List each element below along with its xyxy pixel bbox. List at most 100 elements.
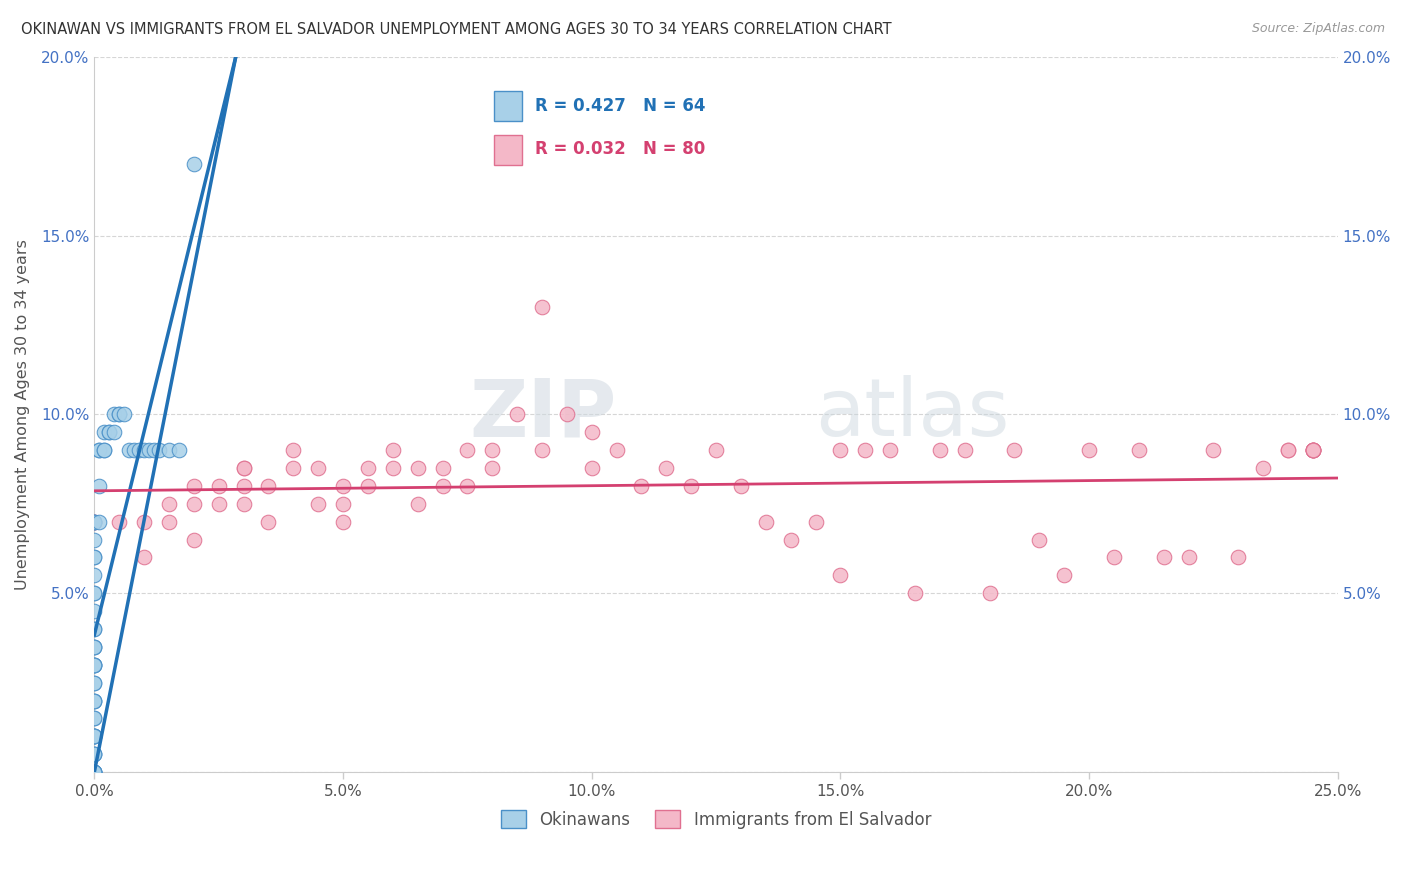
Point: [581, 461, 603, 475]
Text: Source: ZipAtlas.com: Source: ZipAtlas.com: [1251, 22, 1385, 36]
Point: [1251, 461, 1274, 475]
Point: [704, 443, 727, 458]
Point: [804, 515, 827, 529]
Point: [108, 408, 131, 422]
Point: [157, 443, 180, 458]
Point: [118, 443, 141, 458]
Point: [83, 515, 105, 529]
Point: [681, 479, 703, 493]
Point: [953, 443, 976, 458]
Point: [83, 550, 105, 565]
Point: [581, 425, 603, 440]
Point: [83, 550, 105, 565]
Point: [83, 622, 105, 636]
Y-axis label: Unemployment Among Ages 30 to 34 years: Unemployment Among Ages 30 to 34 years: [15, 239, 30, 590]
Point: [83, 515, 105, 529]
Point: [83, 640, 105, 654]
Point: [83, 711, 105, 725]
Point: [83, 729, 105, 743]
Point: [83, 622, 105, 636]
Point: [128, 443, 150, 458]
Point: [93, 443, 115, 458]
Point: [83, 729, 105, 743]
Point: [83, 657, 105, 672]
Point: [1227, 550, 1250, 565]
Point: [83, 729, 105, 743]
Point: [555, 408, 578, 422]
Point: [83, 693, 105, 707]
Point: [83, 657, 105, 672]
Point: [283, 461, 305, 475]
Point: [112, 408, 135, 422]
Text: OKINAWAN VS IMMIGRANTS FROM EL SALVADOR UNEMPLOYMENT AMONG AGES 30 TO 34 YEARS C: OKINAWAN VS IMMIGRANTS FROM EL SALVADOR …: [21, 22, 891, 37]
Point: [183, 497, 205, 511]
Point: [406, 497, 429, 511]
Point: [89, 479, 111, 493]
Point: [83, 515, 105, 529]
Point: [606, 443, 628, 458]
Point: [755, 515, 778, 529]
Point: [530, 443, 553, 458]
Point: [1053, 568, 1076, 582]
Point: [183, 157, 205, 171]
Point: [1302, 443, 1324, 458]
Point: [830, 443, 852, 458]
Point: [381, 461, 404, 475]
Point: [432, 461, 454, 475]
Point: [83, 747, 105, 761]
Point: [83, 747, 105, 761]
Point: [257, 515, 280, 529]
Point: [83, 765, 105, 780]
Point: [83, 729, 105, 743]
Point: [332, 497, 354, 511]
Point: [1202, 443, 1225, 458]
Point: [108, 515, 131, 529]
Point: [83, 568, 105, 582]
Point: [132, 550, 155, 565]
Point: [307, 461, 329, 475]
Point: [98, 425, 121, 440]
Point: [83, 675, 105, 690]
Point: [655, 461, 678, 475]
Point: [83, 533, 105, 547]
Point: [1277, 443, 1299, 458]
Point: [132, 515, 155, 529]
Point: [456, 443, 478, 458]
Point: [167, 443, 190, 458]
Point: [481, 443, 503, 458]
Point: [357, 479, 380, 493]
Point: [1302, 443, 1324, 458]
Point: [208, 497, 231, 511]
Point: [830, 568, 852, 582]
Point: [132, 443, 155, 458]
Point: [232, 497, 254, 511]
Point: [143, 443, 166, 458]
Point: [1004, 443, 1026, 458]
Point: [1277, 443, 1299, 458]
Point: [332, 515, 354, 529]
Point: [138, 443, 160, 458]
Point: [122, 443, 145, 458]
Point: [83, 586, 105, 600]
Point: [103, 425, 125, 440]
Point: [1028, 533, 1050, 547]
Point: [83, 765, 105, 780]
Point: [93, 425, 115, 440]
Point: [83, 765, 105, 780]
Point: [83, 693, 105, 707]
Point: [332, 479, 354, 493]
Point: [381, 443, 404, 458]
Point: [157, 515, 180, 529]
Point: [1177, 550, 1199, 565]
Point: [83, 515, 105, 529]
Point: [432, 479, 454, 493]
Point: [283, 443, 305, 458]
Point: [232, 461, 254, 475]
Point: [83, 711, 105, 725]
Point: [83, 657, 105, 672]
Point: [83, 604, 105, 618]
Point: [83, 515, 105, 529]
Point: [83, 693, 105, 707]
Point: [83, 586, 105, 600]
Point: [456, 479, 478, 493]
